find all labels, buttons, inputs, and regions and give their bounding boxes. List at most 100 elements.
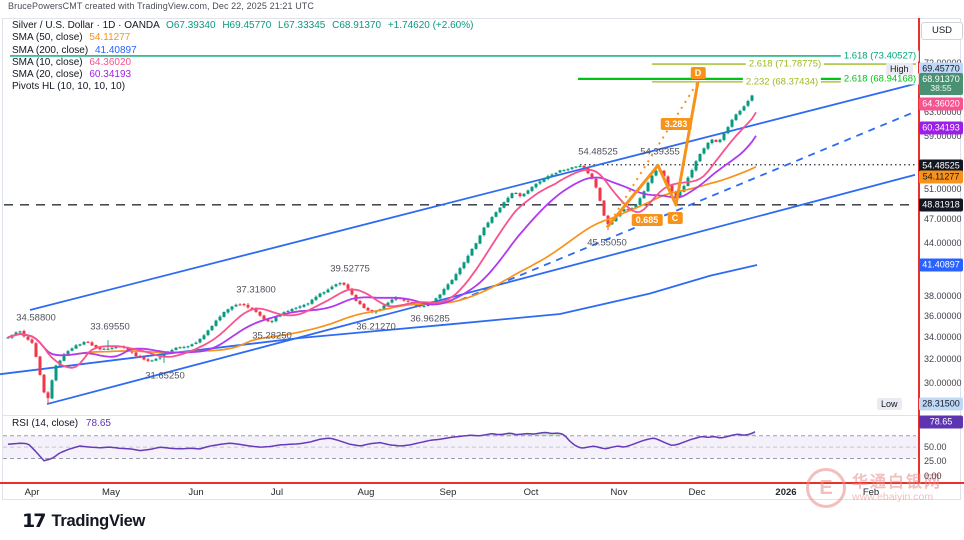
time-axis-label-May[interactable]: May xyxy=(102,487,120,498)
sma20-value: 60.34193 xyxy=(89,69,132,81)
high-price-badge[interactable]: 69.45770 xyxy=(919,62,963,76)
sma200-label: SMA (200, close) xyxy=(12,44,89,56)
rsi-badge[interactable]: 78.65 xyxy=(919,415,963,429)
rsi-tick: 0.00 xyxy=(924,470,942,481)
rsi-tick: 50.00 xyxy=(924,442,947,453)
time-axis-label-Feb[interactable]: Feb xyxy=(862,487,880,498)
legend-symbol-row[interactable]: Silver / U.S. Dollar · 1D · OANDA O67.39… xyxy=(12,20,473,32)
sma10-badge[interactable]: 64.36020 xyxy=(919,97,963,111)
legend-sma10-row[interactable]: SMA (10, close) 64.36020 xyxy=(12,57,473,69)
legend-sma50-row[interactable]: SMA (50, close) 54.11277 xyxy=(12,32,473,44)
tradingview-logo-text: TradingView xyxy=(51,511,146,530)
tradingview-mark-icon: 17 xyxy=(22,510,46,532)
sma10-line xyxy=(7,111,757,369)
ohlc-open: O67.39340 xyxy=(166,20,216,31)
chart-legend: Silver / U.S. Dollar · 1D · OANDA O67.39… xyxy=(12,20,473,94)
time-axis-label-Apr[interactable]: Apr xyxy=(24,487,40,498)
sma200 xyxy=(0,264,758,376)
pattern-abcd xyxy=(605,81,700,229)
countdown-timer: 38:55 xyxy=(930,83,952,93)
currency-unit-button[interactable]: USD xyxy=(921,22,963,40)
sma200-value: 41.40897 xyxy=(94,44,137,56)
fib-label-2.618[interactable]: 2.618 (68.94168) xyxy=(840,73,920,85)
axis-divider-red-horizontal xyxy=(0,482,964,484)
low-price-badge[interactable]: 28.31500 xyxy=(919,397,963,411)
rsi-value: 78.65 xyxy=(85,418,111,429)
legend-sma20-row[interactable]: SMA (20, close) 60.34193 xyxy=(12,69,473,81)
pivots-label: Pivots HL (10, 10, 10, 10) xyxy=(12,81,126,93)
attribution-text: BrucePowersCMT created with TradingView.… xyxy=(8,1,315,11)
sma50-badge[interactable]: 54.11277 xyxy=(919,170,963,183)
fib-label-2.618[interactable]: 2.618 (71.78775) xyxy=(745,58,825,70)
low-tag: Low xyxy=(877,398,902,410)
pivot-label: 37.31800 xyxy=(236,284,276,296)
sma200-line xyxy=(0,264,758,376)
rsi-indicator-label: RSI (14, close) xyxy=(12,418,79,429)
rsi-tick: 25.00 xyxy=(924,456,947,467)
price-tick: 51.00000 xyxy=(924,183,962,194)
channel-lower xyxy=(46,173,916,405)
trend-channel-lines xyxy=(29,83,916,405)
fib-label-1.618[interactable]: 1.618 (73.40527) xyxy=(840,50,920,62)
time-axis-label-Jun[interactable]: Jun xyxy=(188,487,204,498)
candlesticks xyxy=(6,76,758,404)
pattern-point-C[interactable]: C xyxy=(667,212,683,224)
symbol-title: Silver / U.S. Dollar · 1D · OANDA xyxy=(12,20,160,31)
ohlc-low: L67.33345 xyxy=(278,20,326,31)
fib-label-2.232[interactable]: 2.232 (68.37434) xyxy=(742,76,822,88)
pivot-label: 35.28250 xyxy=(252,330,292,342)
pattern-point-D[interactable]: D xyxy=(690,67,706,79)
pivot-label: 54.48525 xyxy=(578,146,618,158)
pattern-point-3.283[interactable]: 3.283 xyxy=(660,118,692,130)
time-axis-label-Dec[interactable]: Dec xyxy=(688,487,706,498)
time-axis-label-Jul[interactable]: Jul xyxy=(270,487,284,498)
time-axis-label-Sep[interactable]: Sep xyxy=(439,487,457,498)
pivot-label: 33.69550 xyxy=(90,321,130,333)
pivot-label: 45.55050 xyxy=(587,237,627,249)
pivot-label: 39.52775 xyxy=(330,263,370,275)
pivot-label: 36.96285 xyxy=(410,313,450,325)
high-tag: High xyxy=(886,63,913,75)
ohlc-change: +1.74620 (+2.60%) xyxy=(387,20,474,31)
legend-sma200-row[interactable]: SMA (200, close) 41.40897 xyxy=(12,45,473,57)
sma10-label: SMA (10, close) xyxy=(12,56,83,68)
sma20-badge[interactable]: 60.34193 xyxy=(919,121,963,135)
last-price-badge[interactable]: 68.91370 38:55 xyxy=(919,73,963,95)
rsi-legend[interactable]: RSI (14, close) 78.65 xyxy=(12,418,111,429)
price-tick: 38.00000 xyxy=(924,291,962,302)
watermark-url: www.ebaiyin.com xyxy=(852,490,934,503)
pane-separator[interactable] xyxy=(3,415,918,416)
channel-upper xyxy=(29,83,916,311)
pivot-label: 31.65250 xyxy=(145,370,185,382)
price-tick: 59.00000 xyxy=(924,130,962,141)
sma20-label: SMA (20, close) xyxy=(12,69,83,81)
level-badge[interactable]: 48.81918 xyxy=(919,198,963,212)
pivot-label: 54.39355 xyxy=(640,146,680,158)
time-axis-label-Aug[interactable]: Aug xyxy=(357,487,375,498)
rsi-line xyxy=(7,431,756,462)
pivot-level-badge[interactable]: 54.48525 xyxy=(919,159,963,172)
time-axis-label-Nov[interactable]: Nov xyxy=(610,487,628,498)
watermark-logo-icon: E xyxy=(806,468,846,508)
rsi-pane xyxy=(3,431,918,462)
pivot-label: 36.21270 xyxy=(356,321,396,333)
ohlc-close: C68.91370 xyxy=(332,20,382,31)
time-axis-label-Oct[interactable]: Oct xyxy=(523,487,539,498)
price-tick: 36.00000 xyxy=(924,311,962,322)
price-tick: 44.00000 xyxy=(924,237,962,248)
sma50-label: SMA (50, close) xyxy=(12,32,83,44)
watermark-title: 华通白银网 xyxy=(852,473,943,491)
sma10-value: 64.36020 xyxy=(89,56,132,68)
pattern-point-0.685[interactable]: 0.685 xyxy=(631,214,663,226)
pivot-level-lines xyxy=(4,164,916,206)
price-tick: 32.00000 xyxy=(924,354,962,365)
time-axis-label-2026[interactable]: 2026 xyxy=(775,487,797,498)
tradingview-logo[interactable]: 17 TradingView xyxy=(22,510,145,532)
price-tick: 47.00000 xyxy=(924,213,962,224)
pivot-label: 34.58800 xyxy=(16,312,56,324)
legend-pivots-row[interactable]: Pivots HL (10, 10, 10, 10) xyxy=(12,81,473,93)
ohlc-high: H69.45770 xyxy=(222,20,272,31)
axis-divider-red-vertical xyxy=(918,18,920,483)
sma200-badge[interactable]: 41.40897 xyxy=(919,258,963,272)
